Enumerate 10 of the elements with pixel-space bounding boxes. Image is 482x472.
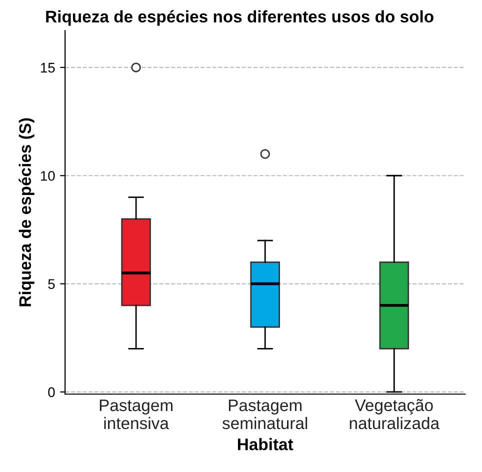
- y-axis-title: Riqueza de espécies (S): [18, 118, 34, 306]
- y-tick-label: 5: [48, 279, 55, 289]
- chart-title: Riqueza de espécies nos diferentes usos do solo: [46, 10, 434, 26]
- x-tick-label: Pastagem seminatural: [222, 400, 308, 430]
- y-tick-label: 15: [40, 62, 55, 73]
- y-tick-label: 0: [48, 387, 55, 398]
- x-tick-label: Vegetação naturalizada: [350, 399, 440, 430]
- x-axis-title: Habitat: [238, 438, 294, 450]
- y-tick-label: 10: [40, 170, 55, 181]
- x-tick-label: Pastagem intensiva: [100, 400, 172, 430]
